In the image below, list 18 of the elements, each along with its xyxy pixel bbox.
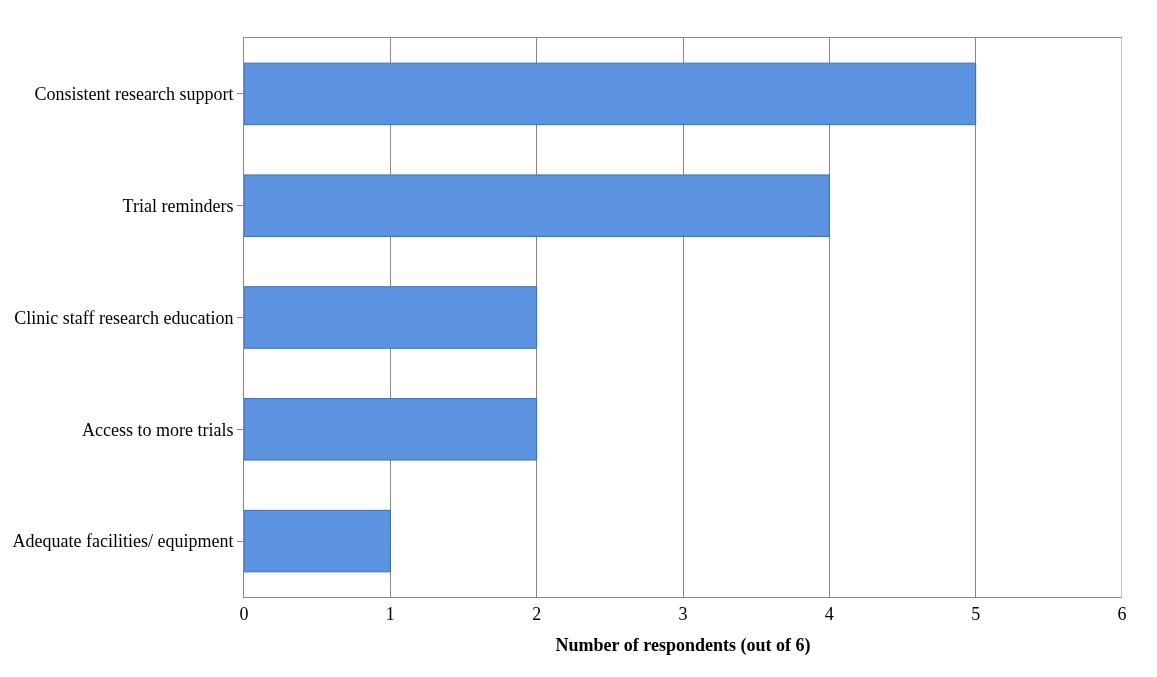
x-tick-label: 1 [385, 603, 395, 624]
bar [244, 286, 538, 349]
y-tick-label: Consistent research support [34, 84, 234, 105]
x-tick-label: 2 [532, 603, 542, 624]
bar [244, 174, 830, 237]
x-tick-label: 4 [824, 603, 834, 624]
bar [244, 62, 977, 126]
x-tick-label: 3 [678, 603, 688, 624]
x-tick-label: 0 [239, 603, 249, 624]
y-tick-label: Access to more trials [81, 419, 234, 440]
bar [244, 509, 391, 573]
y-tick-label: Adequate facilities/ equipment [12, 531, 234, 552]
x-axis-title: Number of respondents (out of 6) [555, 634, 811, 656]
x-tick-label: 6 [1117, 603, 1127, 624]
bar [244, 398, 538, 461]
y-tick-label: Clinic staff research education [14, 307, 234, 328]
y-tick-label: Trial reminders [122, 196, 234, 216]
x-tick-label: 5 [971, 603, 981, 624]
